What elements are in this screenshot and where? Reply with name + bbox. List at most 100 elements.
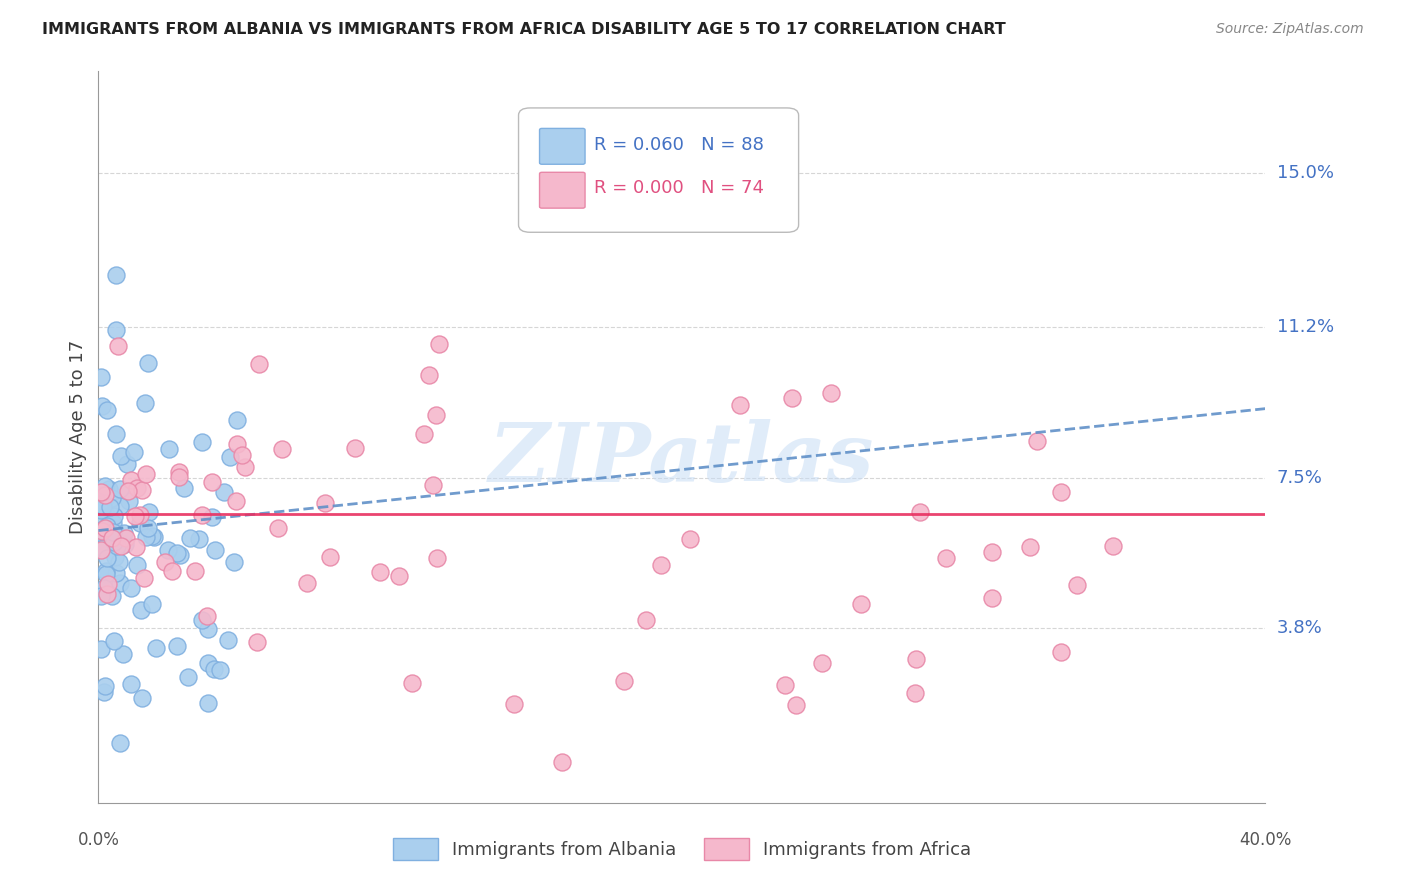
Point bbox=[267, 521, 290, 535]
Text: 0.0%: 0.0% bbox=[77, 831, 120, 849]
Point bbox=[344, 441, 367, 455]
Text: IMMIGRANTS FROM ALBANIA VS IMMIGRANTS FROM AFRICA DISABILITY AGE 5 TO 17 CORRELA: IMMIGRANTS FROM ALBANIA VS IMMIGRANTS FR… bbox=[42, 22, 1005, 37]
Text: 11.2%: 11.2% bbox=[1277, 318, 1334, 336]
Point bbox=[425, 409, 447, 423]
Point bbox=[112, 525, 135, 540]
Point bbox=[811, 656, 834, 670]
Point bbox=[96, 564, 118, 578]
Point bbox=[120, 581, 142, 595]
Point bbox=[135, 530, 157, 544]
Point bbox=[612, 673, 634, 688]
Text: R = 0.000   N = 74: R = 0.000 N = 74 bbox=[595, 179, 765, 197]
Point bbox=[93, 488, 115, 502]
Point bbox=[96, 551, 118, 566]
Point bbox=[108, 556, 131, 570]
Point bbox=[156, 542, 179, 557]
Point bbox=[224, 555, 246, 569]
Point bbox=[226, 436, 249, 450]
Point bbox=[96, 518, 118, 533]
Point bbox=[101, 531, 124, 545]
Point bbox=[91, 524, 114, 538]
Point bbox=[118, 494, 141, 508]
Point bbox=[209, 663, 232, 677]
Point bbox=[125, 541, 148, 555]
Point bbox=[134, 396, 156, 410]
Point bbox=[90, 497, 112, 511]
Text: Source: ZipAtlas.com: Source: ZipAtlas.com bbox=[1216, 22, 1364, 37]
Point bbox=[136, 356, 159, 370]
Point bbox=[1050, 484, 1073, 499]
Point bbox=[90, 502, 112, 516]
Point bbox=[93, 685, 115, 699]
Point bbox=[162, 565, 184, 579]
Point bbox=[551, 755, 574, 769]
Point bbox=[104, 550, 127, 565]
Point bbox=[225, 493, 247, 508]
Point bbox=[179, 531, 201, 545]
Point bbox=[136, 521, 159, 535]
Point bbox=[188, 532, 211, 546]
Point bbox=[91, 494, 114, 508]
Point bbox=[91, 499, 114, 513]
Point bbox=[112, 647, 135, 661]
Point bbox=[225, 413, 247, 427]
Point bbox=[634, 613, 657, 627]
Point bbox=[318, 549, 340, 564]
Point bbox=[94, 479, 117, 493]
Point bbox=[124, 508, 146, 523]
Point bbox=[108, 576, 131, 591]
Legend: Immigrants from Albania, Immigrants from Africa: Immigrants from Albania, Immigrants from… bbox=[385, 830, 979, 867]
Point bbox=[773, 678, 796, 692]
Point bbox=[173, 481, 195, 495]
Point bbox=[204, 543, 226, 558]
Point bbox=[184, 564, 207, 578]
Point bbox=[314, 496, 336, 510]
Point bbox=[96, 403, 118, 417]
Point bbox=[93, 581, 115, 595]
Point bbox=[104, 268, 127, 282]
Point bbox=[388, 569, 411, 583]
Point bbox=[115, 531, 138, 545]
Point bbox=[214, 484, 236, 499]
Point bbox=[91, 399, 114, 413]
Y-axis label: Disability Age 5 to 17: Disability Age 5 to 17 bbox=[69, 340, 87, 534]
Point bbox=[128, 508, 150, 522]
Point bbox=[101, 491, 124, 505]
Point bbox=[166, 639, 188, 653]
Point bbox=[679, 532, 702, 546]
Point bbox=[138, 505, 160, 519]
Point bbox=[502, 698, 524, 712]
Point bbox=[107, 339, 129, 353]
Point bbox=[90, 642, 112, 657]
Point bbox=[418, 368, 440, 382]
Point bbox=[96, 587, 118, 601]
Point bbox=[129, 516, 152, 530]
Point bbox=[131, 483, 153, 498]
Point bbox=[91, 502, 114, 516]
Point bbox=[129, 602, 152, 616]
Point bbox=[247, 357, 270, 371]
Point bbox=[105, 539, 128, 553]
Point bbox=[134, 571, 156, 585]
Point bbox=[851, 597, 873, 611]
Point bbox=[401, 676, 423, 690]
Point bbox=[105, 426, 128, 441]
Point bbox=[270, 442, 292, 456]
Point bbox=[125, 481, 148, 495]
Point bbox=[145, 640, 167, 655]
Point bbox=[90, 589, 112, 603]
Point bbox=[97, 577, 120, 591]
FancyBboxPatch shape bbox=[540, 172, 585, 208]
Point bbox=[201, 475, 224, 490]
Point bbox=[157, 442, 180, 456]
Point bbox=[981, 591, 1004, 606]
Point bbox=[820, 386, 842, 401]
Point bbox=[91, 494, 114, 508]
Point bbox=[117, 483, 139, 498]
Point bbox=[120, 677, 142, 691]
FancyBboxPatch shape bbox=[519, 108, 799, 232]
Point bbox=[101, 525, 124, 540]
FancyBboxPatch shape bbox=[540, 128, 585, 164]
Point bbox=[295, 575, 318, 590]
Point bbox=[110, 539, 132, 553]
